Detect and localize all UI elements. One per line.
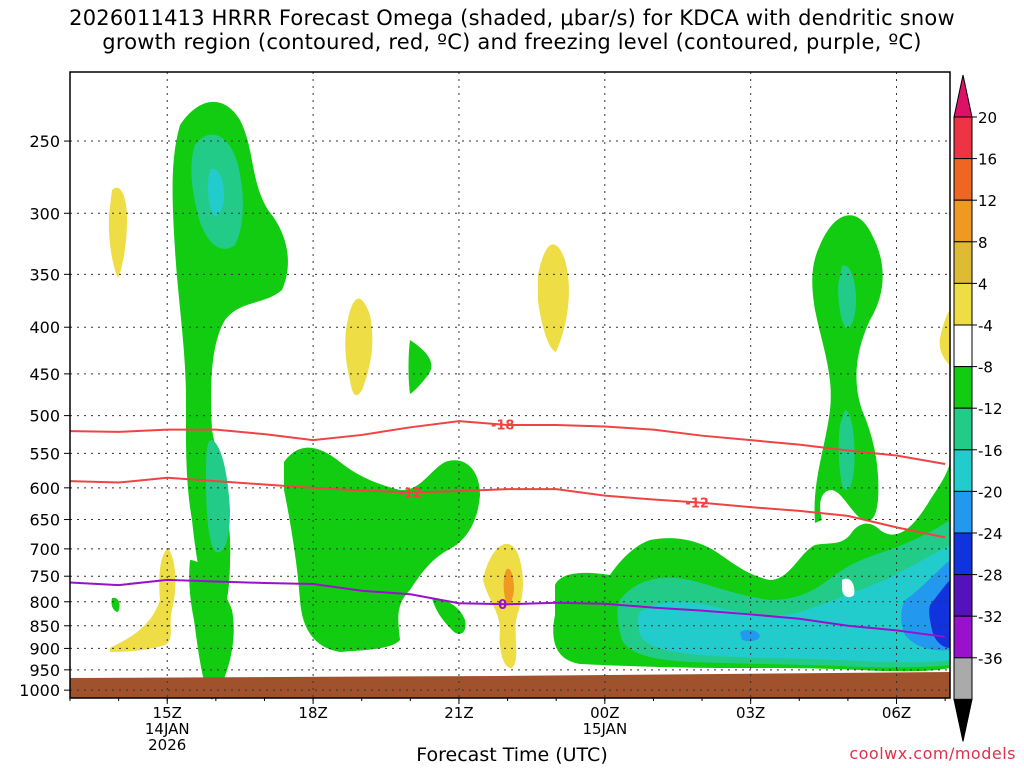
omega-right-column-green	[812, 215, 883, 523]
colorbar-label-4: 4	[978, 275, 988, 293]
colorbar-label-11: -28	[978, 567, 1003, 585]
xtick-label-15Z: 15Z	[153, 704, 182, 722]
omega-lower-col-green	[189, 560, 234, 700]
ytick-label-400: 400	[29, 318, 60, 337]
ytick-label-800: 800	[29, 593, 60, 612]
omega-orange	[503, 568, 514, 604]
omega-small-green-2	[432, 598, 466, 634]
temperature-contours	[69, 420, 946, 638]
colorbar-segment-9	[953, 449, 973, 492]
contour-labels: -18 -12 -12 0	[399, 419, 709, 614]
xtick-label-00Z: 00Z	[590, 704, 619, 722]
colorbar-label-0: 20	[978, 109, 997, 127]
pressure-axis: 250 300 350 400 450 500 550 600 650 700 750 800 850 9…	[19, 132, 70, 700]
colorbar-label-3: 8	[978, 234, 988, 252]
ytick-label-450: 450	[29, 365, 60, 384]
colorbar-segment-4	[953, 241, 973, 284]
colorbar-label-7: -12	[978, 400, 1003, 418]
ground-terrain	[70, 672, 950, 698]
omega-upper-cyan	[207, 169, 224, 216]
omega-upper-plume-green	[172, 101, 288, 630]
omega-tiny-green	[111, 597, 120, 612]
colorbar-label-6: -8	[978, 359, 993, 377]
omega-yellow-1	[108, 187, 127, 278]
contour-1	[69, 420, 946, 466]
colorbar-label-5: -4	[978, 317, 993, 335]
title-line-2: growth region (contoured, red, ºC) and f…	[102, 30, 922, 54]
colorbar-label-8: -16	[978, 442, 1003, 460]
colorbar-segment-14	[953, 657, 973, 700]
colorbar-label-13: -36	[978, 650, 1003, 668]
colorbar-segment-11	[953, 532, 973, 576]
omega-yellow-2	[345, 298, 373, 396]
contour-label-m12: -12	[685, 496, 709, 511]
ytick-label-950: 950	[29, 661, 60, 680]
xtick-year-15Z: 2026	[148, 736, 186, 754]
colorbar-segment-6	[953, 324, 973, 368]
colorbar-label-10: -24	[978, 525, 1003, 543]
site-credit[interactable]: coolwx.com/models	[849, 744, 1016, 763]
contour-label-0: 0	[498, 598, 507, 613]
omega-dark-blue	[929, 580, 950, 648]
x-axis-title: Forecast Time (UTC)	[416, 744, 608, 766]
ytick-label-300: 300	[29, 204, 60, 223]
omega-small-green-1	[408, 340, 432, 394]
colorbar-segment-3	[953, 199, 973, 243]
ytick-label-550: 550	[29, 444, 60, 463]
xtick-label-21Z: 21Z	[444, 704, 473, 722]
omega-mid-blob-green	[284, 447, 480, 652]
colorbar-label-1: 16	[978, 151, 997, 169]
omega-mid-teal	[206, 440, 230, 553]
colorbar-segment-1	[953, 116, 973, 160]
ytick-label-500: 500	[29, 407, 60, 426]
omega-yellow-4	[110, 548, 176, 652]
colorbar-segment-7	[953, 366, 973, 409]
contour-2	[69, 476, 946, 539]
colorbar-segment-5	[953, 282, 973, 326]
ytick-label-350: 350	[29, 265, 60, 284]
ytick-label-850: 850	[29, 617, 60, 636]
ytick-label-650: 650	[29, 511, 60, 530]
plot-frame	[69, 71, 951, 699]
title-line-1: 2026011413 HRRR Forecast Omega (shaded, …	[69, 6, 955, 30]
colorbar-segment-13	[953, 615, 973, 659]
ytick-label-750: 750	[29, 567, 60, 586]
omega-yellow-6	[939, 310, 950, 365]
omega-yellow-3	[538, 244, 569, 352]
colorbar-segment-2	[953, 158, 973, 201]
omega-small-blue	[740, 629, 760, 642]
omega-right-teal	[838, 265, 856, 329]
ytick-label-900: 900	[29, 639, 60, 658]
colorbar-bottom-triangle	[953, 698, 973, 742]
colorbar-label-9: -20	[978, 483, 1003, 501]
colorbar-segment-8	[953, 407, 973, 451]
xtick-label-03Z: 03Z	[736, 704, 765, 722]
colorbar-label-2: 12	[978, 192, 997, 210]
omega-low-cyan	[637, 545, 950, 663]
ytick-label-700: 700	[29, 540, 60, 559]
xtick-date-15Z: 14JAN	[145, 720, 190, 738]
colorbar-segment-12	[953, 574, 973, 617]
omega-shading	[108, 101, 950, 700]
xtick-date-00Z: 15JAN	[582, 720, 627, 738]
colorbar-top-triangle	[953, 74, 973, 118]
ytick-label-1000: 1000	[19, 681, 60, 700]
contour-3	[69, 578, 946, 638]
omega-white-hole	[842, 578, 855, 598]
ytick-label-250: 250	[29, 132, 60, 151]
xtick-label-18Z: 18Z	[298, 704, 327, 722]
contour-label-m12: -12	[399, 486, 423, 501]
xtick-label-06Z: 06Z	[882, 704, 911, 722]
chart-title: 2026011413 HRRR Forecast Omega (shaded, …	[0, 6, 1024, 54]
ytick-label-600: 600	[29, 479, 60, 498]
colorbar-label-12: -32	[978, 608, 1003, 626]
contour-label-m18: -18	[491, 419, 515, 434]
colorbar-segment-10	[953, 490, 973, 534]
omega-colorbar: 20 16 12 8 4 -4 -8 -12 -16 -20 -24 -28 -32 -36	[953, 74, 1003, 742]
omega-yellow-5	[483, 543, 523, 669]
